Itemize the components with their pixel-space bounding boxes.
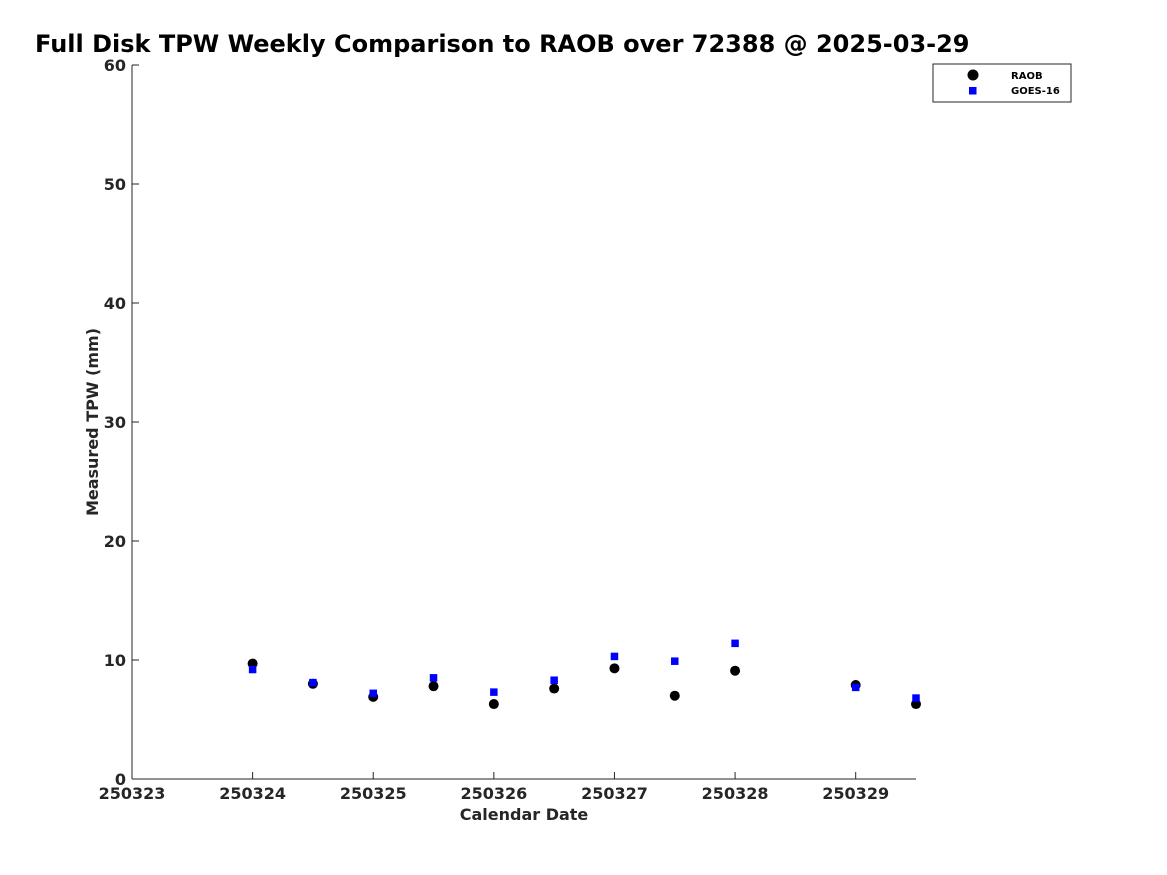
point-raob [669, 690, 680, 701]
y-tick-label: 20 [104, 532, 126, 551]
point-goes16 [309, 678, 317, 687]
point-goes16 [851, 683, 860, 692]
legend-label-goes16: GOES-16 [1011, 86, 1060, 97]
x-tick-label: 250326 [460, 784, 527, 803]
legend-marker-raob [967, 69, 979, 81]
x-ticks: 250323 250324 250325 250326 250327 250328 2503… [99, 772, 889, 803]
point-raob [549, 683, 560, 694]
point-goes16 [429, 674, 438, 682]
point-goes16 [731, 639, 739, 648]
legend-marker-goes16 [969, 87, 977, 95]
y-axis-label: Measured TPW (mm) [83, 328, 102, 516]
y-tick-label: 30 [104, 413, 126, 432]
point-goes16 [671, 657, 679, 665]
chart-title: Full Disk TPW Weekly Comparison to RAOB … [35, 30, 970, 58]
y-tick-label: 0 [115, 770, 126, 789]
x-tick-label: 250327 [581, 784, 648, 803]
x-tick-label: 250323 [99, 784, 166, 803]
x-tick-label: 250324 [219, 784, 286, 803]
point-goes16 [550, 676, 558, 684]
y-tick-label: 60 [104, 56, 126, 75]
y-tick-label: 50 [104, 175, 126, 194]
point-goes16 [610, 652, 619, 661]
point-raob [428, 681, 439, 692]
x-axis-label: Calendar Date [460, 805, 589, 824]
point-goes16 [248, 665, 257, 674]
data-points [247, 639, 921, 710]
point-raob [730, 665, 741, 676]
y-ticks: 0 10 20 30 40 50 60 [104, 56, 139, 789]
legend-label-raob: RAOB [1011, 71, 1043, 82]
x-tick-label: 250329 [822, 784, 889, 803]
x-tick-label: 250325 [340, 784, 407, 803]
point-raob [488, 699, 499, 710]
legend-box [932, 63, 1072, 103]
legend: RAOB GOES-16 [932, 63, 1072, 103]
y-tick-label: 40 [104, 294, 126, 313]
point-goes16 [912, 694, 920, 702]
point-goes16 [369, 689, 377, 698]
point-raob [609, 663, 620, 674]
x-tick-label: 250328 [702, 784, 769, 803]
point-goes16 [490, 688, 498, 696]
y-tick-label: 10 [104, 651, 126, 670]
